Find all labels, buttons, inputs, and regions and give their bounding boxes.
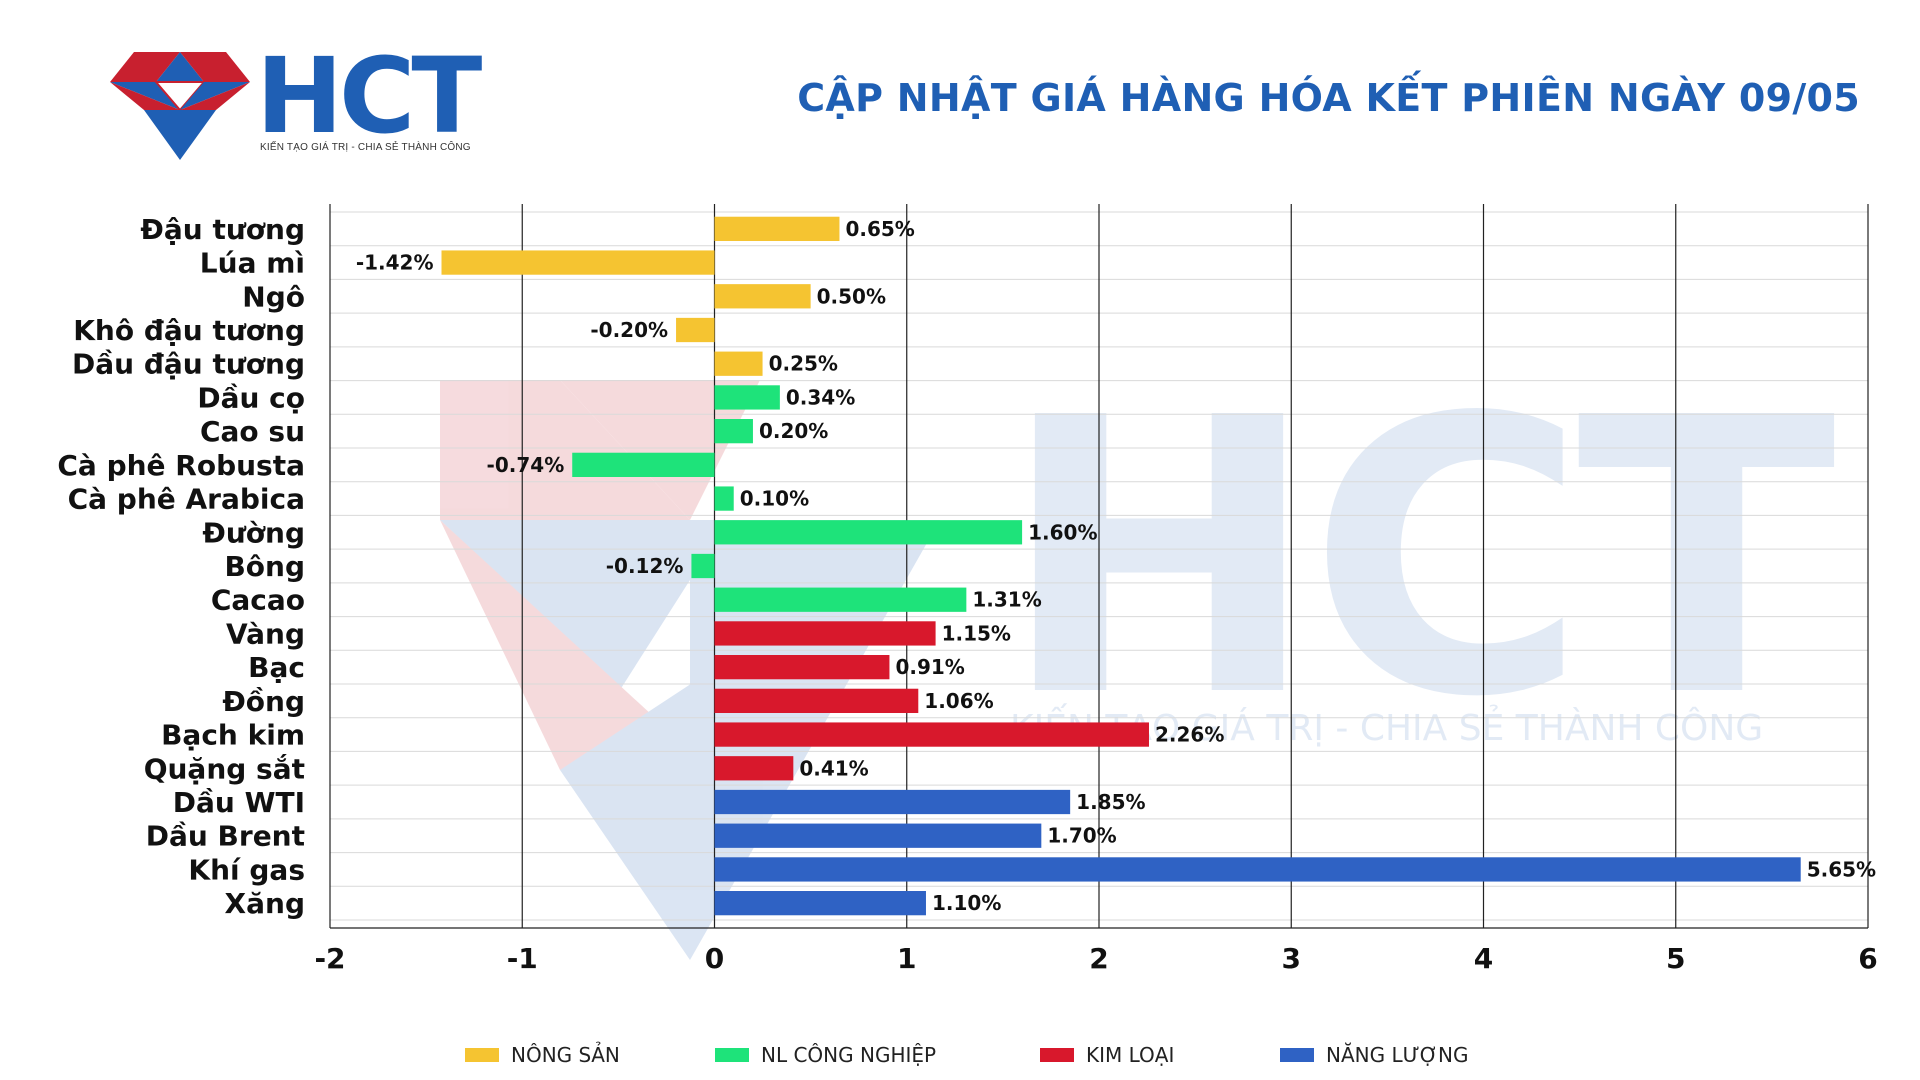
bar-5	[714, 351, 763, 376]
hct-logo: HCT KIẾN TẠO GIÁ TRỊ - CHIA SẺ THÀNH CÔN…	[110, 44, 482, 162]
bar-8	[572, 452, 715, 477]
bar-2	[441, 250, 715, 275]
bar-18	[714, 789, 1071, 815]
category-label: Khô đậu tương	[73, 314, 305, 347]
bar-20	[714, 857, 1801, 882]
legend-swatch	[1040, 1048, 1074, 1062]
data-label: 1.85%	[1076, 790, 1145, 814]
category-label: Lúa mì	[200, 247, 305, 280]
data-label: 1.70%	[1047, 824, 1116, 848]
category-label: Bạch kim	[161, 719, 305, 752]
legend-label: KIM LOẠI	[1086, 1043, 1175, 1067]
bar-21	[714, 891, 926, 916]
category-label: Đồng	[222, 685, 305, 718]
bar-19	[714, 823, 1042, 848]
category-label: Bông	[224, 550, 305, 583]
data-label: 1.31%	[972, 588, 1041, 612]
bar-chart: HCT KIẾN TẠO GIÁ TRỊ - CHIA SẺ THÀNH CÔN…	[57, 204, 1878, 975]
category-label: Dầu Brent	[146, 820, 305, 853]
data-label: 0.91%	[895, 655, 964, 679]
data-label: 0.20%	[759, 419, 828, 443]
x-tick-label: 1	[897, 942, 916, 975]
watermark-text: HCT	[1000, 337, 1838, 780]
legend-swatch	[715, 1048, 749, 1062]
data-label: 1.15%	[942, 621, 1011, 645]
bar-1	[714, 216, 840, 241]
data-label: 0.10%	[740, 487, 809, 511]
legend: NÔNG SẢN NL CÔNG NGHIỆP KIM LOẠI NĂNG LƯ…	[0, 1040, 1920, 1070]
legend-item-nang-luong: NĂNG LƯỢNG	[1280, 1040, 1468, 1070]
data-label: -1.42%	[356, 251, 434, 275]
x-tick-label: -1	[507, 942, 538, 975]
x-tick-labels: -2 -1 0 1 2 3 4 5 6	[314, 942, 1877, 975]
bar-3	[714, 284, 811, 309]
data-label: 0.34%	[786, 385, 855, 409]
bar-14	[714, 655, 890, 680]
chart-bars	[441, 216, 1801, 916]
data-label: 1.60%	[1028, 520, 1097, 544]
legend-swatch	[1280, 1048, 1314, 1062]
bar-10	[714, 520, 1023, 545]
category-label: Xăng	[225, 887, 305, 920]
x-tick-label: 3	[1282, 942, 1301, 975]
category-label: Đường	[202, 516, 305, 549]
bar-11	[691, 553, 715, 579]
category-label: Dầu WTI	[173, 786, 305, 819]
legend-label: NÔNG SẢN	[511, 1043, 620, 1067]
bar-13	[714, 621, 936, 646]
value-labels: 0.65% -1.42% 0.50% -0.20% 0.25% 0.34% 0.20% -0.…	[356, 217, 1876, 915]
category-label: Đậu tương	[140, 213, 305, 246]
category-label: Dầu đậu tương	[72, 348, 305, 381]
x-tick-label: -2	[314, 942, 345, 975]
data-label: 0.25%	[769, 352, 838, 376]
legend-label: NL CÔNG NGHIỆP	[761, 1043, 937, 1067]
bar-7	[714, 419, 753, 444]
data-label: -0.74%	[487, 453, 565, 477]
category-label: Cao su	[200, 415, 305, 448]
page-title: CẬP NHẬT GIÁ HÀNG HÓA KẾT PHIÊN NGÀY 09/…	[797, 76, 1860, 120]
bar-9	[714, 486, 734, 511]
category-label: Vàng	[226, 617, 305, 650]
category-label: Cacao	[211, 584, 305, 617]
data-label: -0.12%	[606, 554, 684, 578]
data-label: 0.41%	[799, 756, 868, 780]
x-tick-label: 0	[705, 942, 724, 975]
bar-16	[714, 722, 1149, 747]
category-label: Ngô	[242, 280, 305, 313]
diamond-logo-icon	[110, 52, 250, 160]
x-tick-label: 6	[1858, 942, 1877, 975]
legend-item-kim-loai: KIM LOẠI	[1040, 1040, 1174, 1070]
category-label: Quặng sắt	[144, 752, 305, 785]
logo-tagline: KIẾN TẠO GIÁ TRỊ - CHIA SẺ THÀNH CÔNG	[260, 142, 471, 153]
bar-4	[676, 317, 715, 343]
bar-17	[714, 756, 794, 781]
logo-text: HCT	[256, 35, 482, 157]
data-label: 1.06%	[924, 689, 993, 713]
category-label: Cà phê Robusta	[57, 449, 305, 482]
legend-label: NĂNG LƯỢNG	[1326, 1043, 1469, 1067]
data-label: 0.65%	[845, 217, 914, 241]
category-label: Dầu cọ	[197, 381, 305, 414]
chart-area: HCT KIẾN TẠO GIÁ TRỊ - CHIA SẺ THÀNH CÔN…	[0, 190, 1920, 1080]
data-label: 2.26%	[1155, 723, 1224, 747]
x-tick-label: 5	[1666, 942, 1685, 975]
legend-item-nl-cong-nghiep: NL CÔNG NGHIỆP	[715, 1040, 936, 1070]
legend-swatch	[465, 1048, 499, 1062]
x-tick-label: 4	[1474, 942, 1493, 975]
bar-6	[714, 385, 780, 410]
category-label: Bạc	[248, 651, 305, 684]
bar-15	[714, 688, 919, 713]
legend-item-nong-san: NÔNG SẢN	[465, 1040, 620, 1070]
bar-12	[714, 587, 967, 612]
data-label: 1.10%	[932, 891, 1001, 915]
data-label: -0.20%	[590, 318, 668, 342]
category-label: Khí gas	[188, 853, 305, 886]
header: HCT KIẾN TẠO GIÁ TRỊ - CHIA SẺ THÀNH CÔN…	[0, 0, 1920, 190]
x-tick-label: 2	[1089, 942, 1108, 975]
data-label: 0.50%	[817, 284, 886, 308]
category-label: Cà phê Arabica	[68, 483, 305, 516]
data-label: 5.65%	[1807, 857, 1876, 881]
